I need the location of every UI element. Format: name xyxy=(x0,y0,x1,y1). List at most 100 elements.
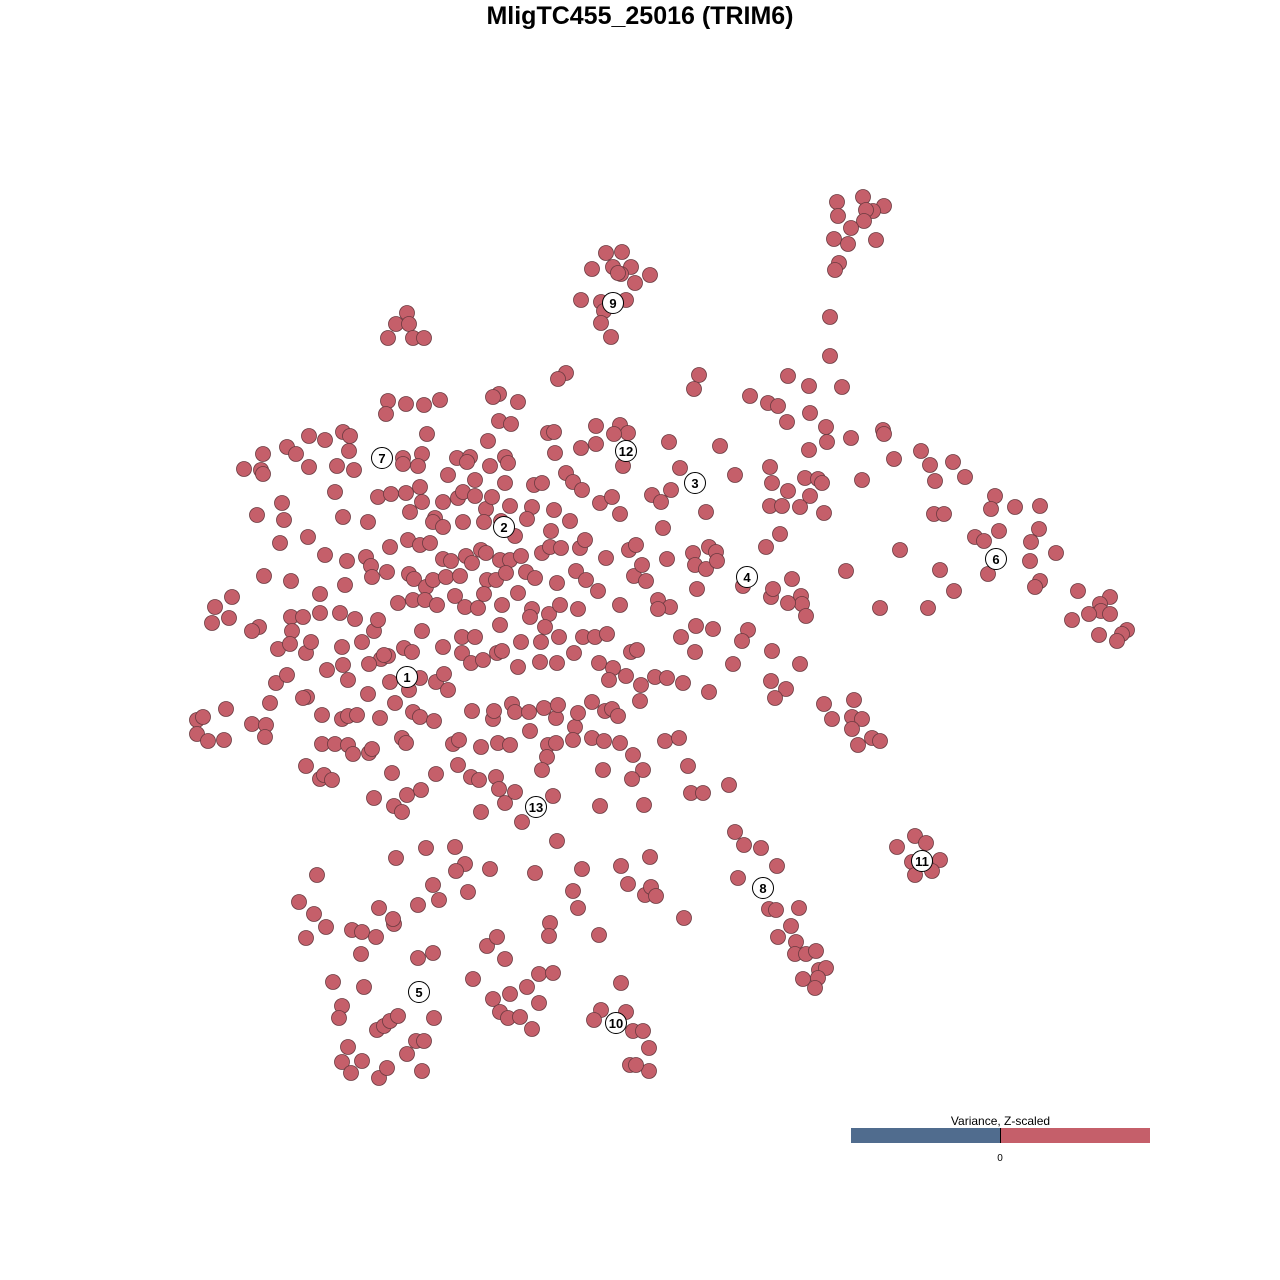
data-point xyxy=(689,581,705,597)
data-point xyxy=(309,867,325,883)
data-point xyxy=(221,610,237,626)
data-point xyxy=(573,292,589,308)
data-point xyxy=(346,462,362,478)
data-point xyxy=(736,837,752,853)
data-point xyxy=(886,451,902,467)
data-point xyxy=(1031,521,1047,537)
data-point xyxy=(471,772,487,788)
data-point xyxy=(376,647,392,663)
data-point xyxy=(492,617,508,633)
data-point xyxy=(680,758,696,774)
data-point xyxy=(673,629,689,645)
data-point xyxy=(418,840,434,856)
data-point xyxy=(547,445,563,461)
data-point xyxy=(300,529,316,545)
data-point xyxy=(552,597,568,613)
data-point xyxy=(360,686,376,702)
data-point xyxy=(772,526,788,542)
data-point xyxy=(476,586,492,602)
data-point xyxy=(1032,498,1048,514)
data-point xyxy=(519,979,535,995)
data-point xyxy=(426,1010,442,1026)
data-point xyxy=(543,523,559,539)
data-point xyxy=(288,446,304,462)
data-point xyxy=(565,883,581,899)
data-point xyxy=(236,461,252,477)
data-point xyxy=(416,1033,432,1049)
data-point xyxy=(655,520,671,536)
data-point xyxy=(343,1065,359,1081)
data-point xyxy=(435,519,451,535)
data-point xyxy=(521,704,537,720)
data-point xyxy=(295,690,311,706)
data-point xyxy=(636,797,652,813)
data-point xyxy=(399,787,415,803)
data-point xyxy=(401,316,417,332)
cluster-label: 4 xyxy=(736,566,758,588)
data-point xyxy=(628,537,644,553)
data-point xyxy=(698,504,714,520)
data-point xyxy=(808,943,824,959)
data-point xyxy=(334,639,350,655)
data-point xyxy=(268,675,284,691)
data-point xyxy=(610,265,626,281)
data-point xyxy=(1109,633,1125,649)
data-point xyxy=(663,482,679,498)
data-point xyxy=(395,456,411,472)
data-point xyxy=(659,551,675,567)
data-point xyxy=(932,562,948,578)
data-point xyxy=(918,835,934,851)
data-point xyxy=(531,966,547,982)
data-point xyxy=(568,563,584,579)
cluster-label-circle xyxy=(911,850,933,872)
data-point xyxy=(701,684,717,700)
data-point xyxy=(574,861,590,877)
data-point xyxy=(709,553,725,569)
data-point xyxy=(354,924,370,940)
data-point xyxy=(497,951,513,967)
data-point xyxy=(846,692,862,708)
data-point xyxy=(455,514,471,530)
cluster-label-text: 3 xyxy=(691,476,698,491)
data-point xyxy=(398,485,414,501)
cluster-label: 2 xyxy=(493,516,515,538)
cluster-label: 5 xyxy=(408,981,430,1003)
data-point xyxy=(676,910,692,926)
cluster-label: 7 xyxy=(371,447,393,469)
data-point xyxy=(380,330,396,346)
colorbar-negative xyxy=(851,1128,1001,1143)
data-point xyxy=(467,629,483,645)
cluster-label-text: 8 xyxy=(759,881,766,896)
chart-title: MligTC455_25016 (TRIM6) xyxy=(486,2,794,30)
data-point xyxy=(324,772,340,788)
cluster-label-text: 1 xyxy=(403,670,410,685)
data-point xyxy=(318,919,334,935)
data-point xyxy=(550,697,566,713)
data-point xyxy=(370,489,386,505)
data-point xyxy=(584,261,600,277)
data-point xyxy=(334,1054,350,1070)
data-point xyxy=(927,473,943,489)
data-point xyxy=(612,735,628,751)
data-point xyxy=(480,433,496,449)
data-point xyxy=(312,586,328,602)
data-point xyxy=(764,475,780,491)
data-point xyxy=(527,570,543,586)
data-point xyxy=(314,707,330,723)
data-point xyxy=(565,732,581,748)
data-point xyxy=(502,498,518,514)
data-point xyxy=(416,397,432,413)
data-point xyxy=(428,766,444,782)
data-point xyxy=(319,662,335,678)
points-layer xyxy=(189,189,1135,1086)
data-point xyxy=(843,430,859,446)
data-point xyxy=(641,1040,657,1056)
data-point xyxy=(613,975,629,991)
data-point xyxy=(475,652,491,668)
data-point xyxy=(429,597,445,613)
data-point xyxy=(524,1021,540,1037)
data-point xyxy=(855,189,871,205)
data-point xyxy=(426,713,442,729)
cluster-label-circle xyxy=(371,447,393,469)
cluster-label-circle xyxy=(408,981,430,1003)
